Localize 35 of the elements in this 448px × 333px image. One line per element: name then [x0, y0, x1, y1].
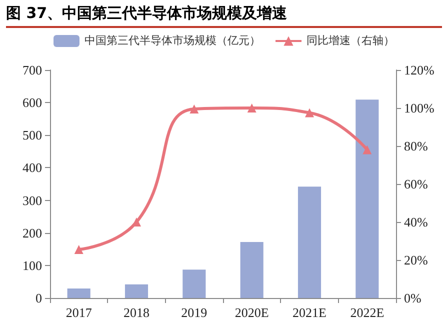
y2-tick-label: 80%: [404, 138, 428, 154]
legend-label: 中国第三代半导体市场规模（亿元）: [84, 34, 260, 47]
bar: [124, 284, 148, 298]
point: [362, 145, 372, 154]
y-tick-label: 0: [36, 290, 42, 306]
x-tick-label: 2018: [124, 305, 150, 320]
bar: [67, 288, 90, 298]
bar: [182, 270, 206, 298]
point: [305, 108, 314, 118]
point: [74, 245, 84, 254]
y2-tick-label: 60%: [404, 176, 428, 192]
y-tick-label: 700: [22, 62, 42, 78]
y-tick-label: 200: [22, 225, 42, 240]
y2-tick-label: 100%: [404, 100, 434, 116]
y2-tick-label: 40%: [404, 214, 428, 230]
x-tick-label: 2017: [66, 305, 92, 320]
chart-title: 图 37、中国第三代半导体市场规模及增速: [6, 4, 442, 28]
point: [190, 104, 199, 114]
x-tick-label: 2019: [181, 305, 208, 320]
y-tick-label: 300: [22, 192, 42, 208]
legend-label: 同比增速（右轴）: [306, 34, 394, 47]
bar: [356, 100, 379, 298]
y2-tick-label: 120%: [404, 62, 434, 78]
x-tick-label: 2020E: [234, 305, 269, 320]
x-tick-label: 2022E: [350, 305, 384, 320]
y-tick-label: 600: [22, 95, 42, 110]
bar: [298, 186, 322, 298]
y2-tick-label: 0%: [404, 290, 422, 306]
y-tick-label: 100: [22, 258, 42, 273]
y-tick-label: 400: [22, 160, 42, 176]
y2-tick-label: 20%: [404, 252, 428, 268]
y-tick-label: 500: [22, 128, 42, 143]
x-tick-label: 2021E: [292, 305, 327, 320]
point: [247, 104, 256, 112]
bar: [240, 242, 264, 298]
